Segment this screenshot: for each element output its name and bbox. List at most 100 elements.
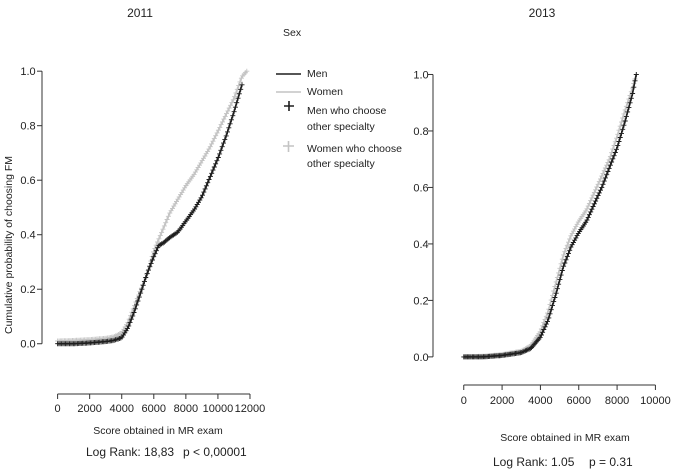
censor-marker [218, 147, 224, 153]
censor-marker [219, 144, 225, 150]
y-tick-label: 0.4 [20, 230, 35, 242]
censor-marker [548, 307, 554, 313]
censor-marker [538, 326, 544, 332]
censor-marker [633, 72, 639, 77]
censor-marker [230, 97, 236, 103]
censor-marker [152, 251, 158, 257]
censor-marker [590, 204, 596, 209]
y-tick-label: 0.6 [413, 182, 428, 194]
censor-marker [522, 348, 528, 354]
censor-marker [147, 264, 153, 270]
censor-marker [573, 224, 579, 230]
censor-marker [564, 254, 570, 260]
log-rank-stat: Log Rank: 18,83 [86, 445, 174, 459]
y-tick-label: 0.6 [20, 175, 35, 187]
censor-marker [151, 254, 157, 260]
y-tick-label: 0.0 [20, 339, 35, 351]
censor-marker [554, 274, 560, 280]
censor-marker [139, 286, 145, 292]
censor-marker [210, 167, 216, 173]
censor-marker [540, 323, 546, 329]
censor-marker [543, 321, 549, 327]
censor-marker [222, 137, 228, 143]
censor-marker [615, 131, 621, 137]
censor-marker [132, 306, 138, 312]
censor-marker [542, 324, 548, 330]
censor-marker [563, 257, 569, 263]
censor-marker [524, 347, 530, 353]
censor-marker [594, 195, 600, 201]
censor-marker [207, 144, 213, 150]
censor-marker [566, 250, 571, 256]
censor-marker [623, 113, 629, 119]
censor-marker [155, 239, 161, 245]
censor-marker [153, 248, 159, 254]
censor-marker [239, 82, 245, 88]
censor-marker [221, 140, 226, 146]
y-tick-label: 0.2 [413, 295, 428, 307]
censor-marker [164, 217, 170, 222]
censor-marker [574, 233, 580, 239]
censor-marker [228, 102, 234, 108]
censor-marker [607, 162, 613, 168]
censor-marker [207, 173, 213, 179]
y-tick-label: 1.0 [20, 66, 35, 78]
censor-marker [598, 176, 603, 182]
censor-marker [607, 153, 613, 159]
censor-marker [616, 127, 622, 133]
censor-marker [595, 181, 601, 187]
censor-marker [553, 290, 559, 296]
censor-marker [589, 195, 595, 201]
censor-marker [551, 299, 557, 305]
censor-marker [621, 122, 627, 128]
censor-marker [213, 133, 219, 139]
censor-marker [557, 265, 563, 271]
p-value-stat: p < 0,00001 [183, 445, 247, 459]
censor-marker [217, 124, 223, 130]
censor-marker [131, 310, 137, 315]
censor-marker [159, 229, 165, 235]
y-tick-label: 0.8 [20, 121, 35, 133]
series-line-women [57, 70, 248, 342]
x-tick-label: 2000 [490, 395, 514, 407]
legend-label-line-2: other specialty [307, 121, 375, 133]
x-tick-label: 10000 [203, 403, 234, 415]
censor-marker [588, 209, 594, 215]
censor-marker [213, 161, 219, 167]
legend-plus-swatch [283, 141, 294, 152]
censor-marker [569, 230, 575, 236]
censor-marker [134, 302, 140, 308]
censor-marker [161, 223, 167, 229]
censor-marker [594, 184, 600, 190]
censor-marker [214, 158, 220, 164]
censor-marker [238, 86, 244, 92]
censor-marker [628, 95, 634, 101]
x-tick-label: 2000 [77, 403, 101, 415]
censor-marker [225, 129, 230, 135]
censor-marker [225, 108, 231, 114]
chart-panel-2011: 2011 Cumulative probability of choosing … [3, 6, 265, 459]
censor-marker [585, 203, 591, 209]
censor-marker [570, 240, 576, 245]
censor-marker [163, 220, 169, 226]
censor-marker [236, 83, 242, 89]
censor-marker [244, 68, 250, 74]
censor-marker [611, 153, 617, 159]
x-tick-label: 12000 [235, 403, 266, 415]
censor-marker [214, 130, 220, 136]
censor-marker [232, 94, 238, 100]
censor-marker [226, 125, 232, 131]
x-tick-label: 8000 [605, 395, 629, 407]
censor-marker [552, 284, 558, 289]
x-tick-label: 8000 [174, 403, 198, 415]
x-tick-label: 4000 [109, 403, 133, 415]
censor-marker [619, 130, 624, 136]
censor-marker [621, 111, 627, 117]
censor-marker [605, 169, 611, 174]
censor-marker [596, 179, 602, 185]
censor-marker [228, 117, 234, 123]
censor-marker [547, 302, 553, 308]
censor-marker [574, 221, 580, 227]
censor-marker [606, 165, 612, 171]
censor-marker [156, 236, 162, 242]
